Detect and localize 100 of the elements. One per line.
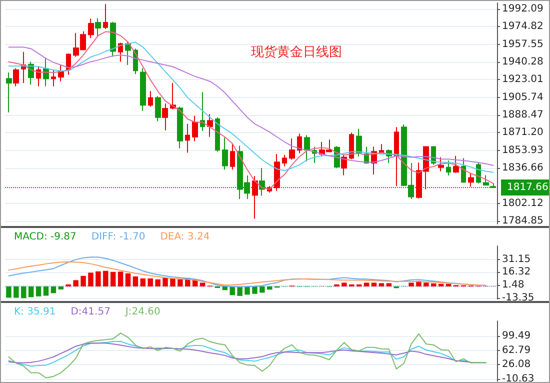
candlestick — [140, 68, 146, 112]
candlestick — [58, 64, 64, 82]
candlestick — [36, 66, 41, 87]
candlestick — [222, 137, 228, 170]
bar — [21, 286, 26, 298]
line-series — [8, 332, 486, 378]
text: DEA: 3.24 — [160, 232, 210, 242]
ref-line-label: 1817.66 — [507, 182, 548, 193]
y-tick-label: 1923.01 — [502, 74, 544, 86]
bar — [96, 271, 101, 286]
line-series — [8, 31, 494, 190]
candlestick — [192, 115, 198, 142]
candlestick — [289, 138, 295, 160]
candlestick — [252, 176, 258, 220]
candlestick — [379, 144, 384, 154]
bar — [178, 279, 183, 286]
bar — [342, 282, 347, 286]
y-tick-label: -10.63 — [502, 374, 534, 383]
y-tick-label: 26.08 — [502, 359, 531, 370]
y-tick-label: -13.35 — [502, 292, 534, 304]
candlestick — [103, 4, 108, 30]
bar — [14, 286, 19, 298]
bar — [6, 286, 12, 298]
bar — [200, 282, 206, 286]
candlestick — [43, 58, 49, 87]
candlestick — [438, 156, 444, 172]
bar — [260, 286, 265, 293]
candlestick — [461, 158, 466, 184]
candlestick — [177, 106, 183, 149]
bar — [378, 283, 384, 286]
bar — [28, 286, 34, 298]
candlestick — [215, 116, 220, 152]
y-tick-label: 1905.74 — [502, 92, 544, 103]
bar — [364, 282, 370, 286]
candlestick — [162, 103, 168, 131]
y-tick-label: 31.15 — [502, 254, 531, 265]
candlestick — [88, 18, 94, 39]
candlestick — [155, 96, 161, 122]
bar — [252, 286, 258, 294]
bar — [132, 276, 138, 286]
candlestick — [230, 143, 235, 170]
bar — [148, 278, 153, 286]
bar — [80, 276, 86, 286]
y-tick-label: 1.48 — [502, 280, 524, 291]
y-tick-label: 16.32 — [502, 266, 531, 278]
text: D:41.57 — [70, 306, 110, 318]
candlestick — [95, 18, 101, 38]
y-tick-label: 1853.93 — [502, 144, 544, 156]
bar — [110, 272, 116, 286]
y-tick-label: 1836.66 — [502, 162, 544, 174]
y-tick-label: 1940.28 — [502, 56, 544, 68]
bar — [267, 286, 272, 290]
candlestick — [341, 154, 347, 176]
series-label: J:24.60 — [124, 306, 160, 318]
bar — [140, 278, 146, 286]
candlestick — [185, 123, 190, 154]
candlestick — [297, 133, 302, 154]
bar — [58, 286, 64, 290]
candlestick — [446, 160, 451, 176]
y-tick-label: 1802.12 — [502, 198, 544, 209]
bar — [438, 284, 444, 286]
candlestick — [453, 155, 459, 174]
bar — [155, 279, 160, 286]
bar — [386, 283, 392, 286]
bar — [36, 286, 42, 296]
bar — [162, 278, 168, 286]
candlestick — [148, 90, 153, 108]
candlestick — [282, 154, 287, 167]
bar — [125, 273, 131, 286]
candlestick — [207, 114, 213, 138]
candlestick — [118, 42, 123, 62]
y-tick-label: 62.79 — [502, 344, 531, 356]
bar — [170, 278, 176, 286]
candlestick — [274, 153, 280, 192]
y-tick-label: 1888.47 — [502, 110, 544, 121]
candlestick — [468, 172, 474, 188]
bar — [371, 282, 377, 286]
candlestick — [6, 72, 12, 113]
candlestick — [13, 68, 19, 87]
bar — [424, 282, 429, 286]
text: MACD: -9.87 — [14, 232, 76, 242]
bar — [73, 280, 78, 286]
candlestick — [394, 126, 399, 186]
bar — [103, 270, 108, 286]
bar — [50, 286, 56, 294]
y-tick-label: 1784.85 — [502, 216, 544, 226]
bar — [43, 286, 49, 296]
y-tick-label: 99.49 — [502, 330, 531, 342]
y-tick-label: 1871.20 — [502, 127, 544, 138]
bar — [244, 286, 250, 295]
text: K: 35.91 — [14, 306, 56, 318]
bar — [88, 272, 94, 286]
text: 现货黄金日线图 — [251, 45, 342, 60]
candlestick — [110, 21, 116, 58]
bar — [446, 284, 452, 286]
candlestick — [304, 134, 310, 162]
y-tick-label: 1992.09 — [502, 4, 544, 15]
y-tick-label: 1957.55 — [502, 38, 544, 50]
bar — [237, 286, 242, 296]
line-series — [8, 261, 486, 286]
